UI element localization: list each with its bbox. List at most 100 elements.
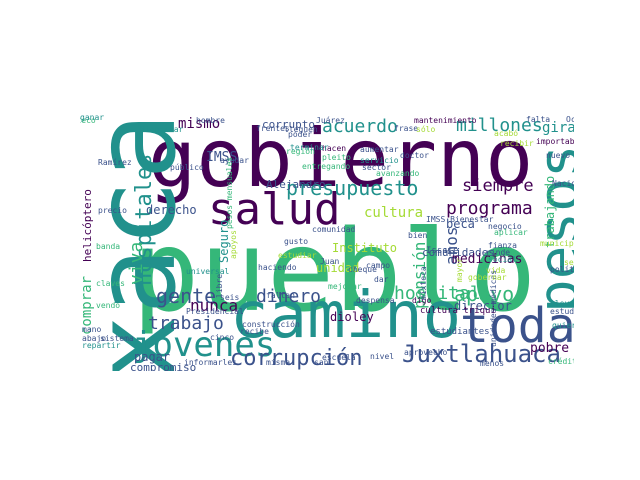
word: ley	[352, 310, 374, 324]
word: menos	[480, 359, 505, 368]
word: servicio	[360, 156, 399, 165]
word: apoyos	[229, 230, 238, 259]
word: región	[286, 147, 315, 156]
word: toda	[460, 298, 574, 354]
word: IMSS Bienestar	[426, 215, 494, 224]
word: cheque	[348, 265, 377, 274]
word: sólo	[416, 125, 436, 134]
word: millones	[456, 115, 543, 136]
word: salud	[208, 184, 341, 235]
word: mismo	[178, 116, 221, 132]
word: estudio	[550, 307, 574, 316]
word: ganar	[80, 114, 105, 122]
word: banda	[96, 242, 121, 251]
word: Alejandro	[266, 178, 326, 191]
word: hombre	[196, 116, 225, 125]
word: haciendo	[258, 263, 297, 272]
word: mixteco	[80, 116, 96, 125]
word: pesos mensuales	[225, 156, 234, 229]
word: cultura	[364, 205, 424, 221]
word: municipio	[540, 239, 574, 248]
word: mantenimiento	[414, 116, 477, 125]
word: seis	[220, 293, 240, 302]
word: medicinas	[452, 252, 523, 267]
word: fianza	[488, 241, 517, 250]
word: público	[170, 163, 204, 172]
word: negocio	[488, 222, 522, 231]
word: Ramírez	[98, 158, 132, 167]
word: mejorar	[328, 282, 362, 291]
word: ayudar	[220, 156, 249, 165]
word: rinde	[486, 248, 511, 257]
word: gusto	[284, 237, 309, 246]
word: compromiso	[130, 361, 197, 371]
word: gente	[156, 284, 217, 308]
word: recibir	[500, 139, 534, 148]
word: lleguen	[284, 125, 318, 134]
word: sector	[362, 163, 391, 172]
word: aplicar	[494, 228, 528, 237]
word: Bienestar	[140, 125, 184, 134]
word: bien	[408, 231, 428, 240]
word: informarles	[184, 358, 237, 367]
word: apoyo	[454, 282, 515, 306]
word: helicóptero	[81, 189, 94, 262]
word: pleito	[322, 153, 351, 162]
word: escuela	[322, 353, 356, 362]
word: Ocho	[566, 115, 574, 124]
word: hospital	[394, 283, 481, 304]
word: corrupción	[230, 346, 363, 371]
word: cultura triqui	[420, 306, 496, 316]
word: siempre	[462, 176, 534, 196]
word: vendo	[96, 301, 121, 310]
word: programa	[446, 198, 533, 219]
word: terminar	[290, 143, 329, 152]
word: frase	[394, 124, 419, 133]
word: misma	[266, 358, 291, 367]
word: semana	[564, 258, 574, 267]
word: camino	[230, 279, 462, 353]
word: aumentar	[360, 145, 399, 154]
word: recibe	[240, 327, 269, 336]
word: acabó	[494, 129, 519, 138]
word: nunca	[190, 296, 239, 315]
word: Juxtlahuaca	[402, 340, 561, 368]
word: hacen	[322, 144, 347, 153]
word: director	[454, 299, 512, 313]
word: campo	[366, 261, 391, 270]
word: Instituto	[332, 241, 398, 255]
word: mayor	[455, 257, 464, 282]
word: nuevo	[546, 151, 571, 160]
word: estudiantes	[430, 327, 490, 337]
word: corrupto	[262, 118, 315, 131]
word: gobierno	[148, 114, 534, 205]
word: crédito	[548, 357, 574, 366]
word: aprovecho	[404, 348, 448, 357]
word: pueblo	[132, 207, 537, 337]
word: despensa	[356, 296, 395, 305]
word: importaba	[536, 137, 574, 146]
word: entregando	[302, 162, 351, 171]
word: falta	[526, 115, 551, 124]
word: abajo	[82, 334, 107, 343]
word: dar	[374, 275, 389, 284]
word: frentes	[256, 124, 290, 133]
word: beca	[446, 217, 475, 231]
word: trabajo	[148, 313, 224, 334]
word: claves	[96, 279, 125, 288]
word: unidad	[316, 261, 360, 275]
word: doctor	[400, 151, 429, 160]
word: Issste	[426, 246, 459, 256]
word: repartir	[82, 341, 121, 350]
word: Juárez	[316, 116, 345, 125]
word-cloud: pueblo gobierno Oaxaca camino pesos toda…	[80, 114, 574, 371]
word: acuerdo	[322, 116, 398, 137]
word: nivel	[370, 352, 395, 361]
word: presupuesto	[286, 176, 419, 200]
word: jóvenes	[132, 325, 276, 365]
word: sistema	[100, 334, 134, 343]
word: digo	[412, 296, 432, 305]
word: vida	[486, 266, 506, 275]
word: quiero	[552, 321, 574, 330]
